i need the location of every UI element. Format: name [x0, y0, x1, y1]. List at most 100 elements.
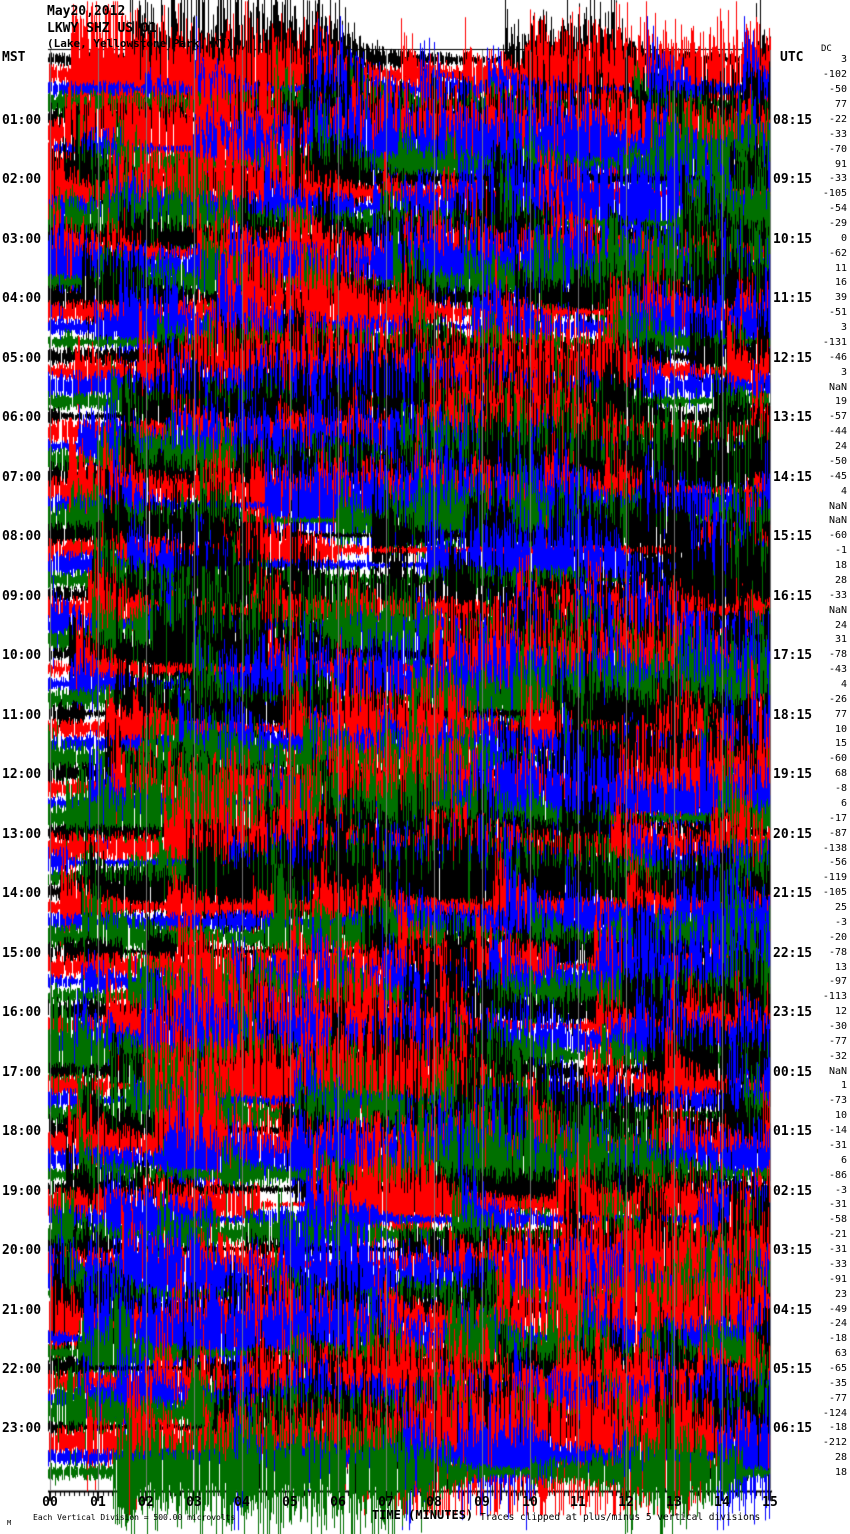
- mst-hour-label: 12:00: [2, 767, 42, 783]
- dc-offset-value: -33: [828, 1258, 847, 1270]
- utc-hour-label: 06:15: [773, 1421, 813, 1437]
- x-axis-tick-label: 03: [186, 1495, 202, 1510]
- dc-offset-value: -60: [828, 753, 847, 765]
- dc-offset-value: 39: [834, 292, 847, 304]
- mst-hour-label: 21:00: [2, 1302, 42, 1318]
- dc-offset-value: -30: [828, 1021, 847, 1032]
- utc-hour-label: 19:15: [773, 767, 813, 783]
- dc-offset-value: 10: [834, 723, 847, 735]
- dc-offset-value: -86: [828, 1169, 847, 1181]
- dc-offset-value: -33: [828, 128, 847, 140]
- dc-offset-value: 68: [834, 768, 847, 780]
- mst-hour-label: 22:00: [2, 1362, 42, 1377]
- dc-offset-value: -3: [834, 916, 847, 928]
- x-axis-tick-label: 01: [90, 1495, 106, 1510]
- dc-offset-value: -33: [828, 589, 847, 601]
- utc-hour-label: 23:15: [773, 1005, 813, 1021]
- mst-hour-label: 23:00: [2, 1421, 42, 1437]
- dc-offset-value: -77: [828, 1035, 847, 1047]
- dc-offset-value: -54: [828, 203, 847, 215]
- mst-hour-label: 18:00: [2, 1124, 42, 1139]
- x-axis-tick-label: 15: [762, 1495, 778, 1510]
- dc-offset-value: -102: [822, 69, 847, 81]
- x-axis-tick-label: 12: [618, 1495, 634, 1510]
- dc-offset-value: 63: [834, 1348, 847, 1360]
- mst-hour-label: 11:00: [2, 707, 42, 723]
- dc-offset-value: 18: [834, 1467, 847, 1478]
- dc-offset-value: 91: [834, 158, 847, 170]
- mst-hour-label: 03:00: [2, 231, 42, 247]
- dc-offset-value: -21: [828, 1229, 847, 1241]
- dc-offset-value: -3: [834, 1184, 847, 1196]
- mst-hour-label: 16:00: [2, 1005, 42, 1021]
- dc-offset-value: -105: [822, 188, 847, 200]
- dc-offset-value: -24: [828, 1318, 847, 1330]
- mst-hour-label: 17:00: [2, 1064, 42, 1080]
- location-label: (Lake, Yellowstone Park, WY): [47, 37, 233, 50]
- dc-offset-value: 16: [834, 277, 847, 289]
- dc-offset-value: NaN: [828, 381, 847, 393]
- corner-mark: M: [7, 1519, 12, 1527]
- dc-offset-value: -57: [828, 411, 847, 423]
- utc-hour-label: 18:15: [773, 707, 813, 723]
- utc-hour-label: 16:15: [773, 588, 813, 604]
- dc-offset-value: 1: [840, 1080, 847, 1092]
- dc-offset-value: 6: [840, 1154, 847, 1166]
- dc-offset-value: 3: [840, 54, 847, 66]
- utc-hour-label: 08:15: [773, 112, 813, 128]
- dc-offset-value: -65: [828, 1363, 847, 1374]
- utc-hour-label: 14:15: [773, 469, 813, 485]
- dc-offset-value: 28: [834, 1452, 847, 1464]
- dc-offset-value: -58: [828, 1214, 847, 1226]
- utc-hour-label: 03:15: [773, 1243, 813, 1258]
- dc-offset-value: -124: [822, 1407, 847, 1419]
- utc-hour-label: 11:15: [773, 291, 813, 307]
- dc-offset-value: 4: [840, 485, 847, 497]
- dc-offset-value: 77: [834, 708, 847, 720]
- utc-hour-label: 10:15: [773, 231, 813, 247]
- dc-offset-value: -105: [822, 887, 847, 899]
- dc-offset-value: 6: [840, 797, 847, 809]
- utc-hour-label: 17:15: [773, 648, 813, 664]
- mst-hour-label: 07:00: [2, 469, 42, 485]
- x-axis-tick-label: 02: [138, 1495, 154, 1510]
- dc-offset-value: -46: [828, 351, 847, 363]
- date-label: May20,2012: [47, 4, 126, 19]
- dc-offset-value: NaN: [828, 604, 847, 616]
- dc-offset-value: -45: [828, 470, 847, 482]
- utc-hour-label: 09:15: [773, 172, 813, 188]
- dc-offset-value: 3: [840, 366, 847, 378]
- right-timezone-label: UTC: [780, 50, 804, 65]
- dc-offset-value: -50: [828, 455, 847, 467]
- dc-offset-value: -212: [822, 1437, 847, 1449]
- mst-hour-label: 02:00: [2, 172, 42, 188]
- mst-hour-label: 19:00: [2, 1183, 42, 1199]
- dc-offset-value: NaN: [828, 1065, 847, 1077]
- dc-offset-value: -29: [828, 218, 847, 229]
- dc-offset-value: -22: [828, 113, 847, 125]
- dc-offset-value: 19: [834, 396, 847, 408]
- dc-offset-value: 28: [834, 574, 847, 586]
- x-axis-tick-label: 11: [570, 1495, 586, 1510]
- mst-hour-label: 14:00: [2, 886, 42, 902]
- dc-offset-value: -60: [828, 530, 847, 542]
- dc-offset-value: 3: [840, 322, 847, 334]
- dc-offset-value: -113: [822, 991, 847, 1003]
- dc-offset-value: 18: [834, 560, 847, 571]
- dc-offset-value: -119: [822, 872, 847, 884]
- utc-hour-label: 12:15: [773, 350, 813, 366]
- dc-offset-value: -56: [828, 857, 847, 869]
- dc-offset-value: 24: [834, 619, 847, 631]
- mst-hour-label: 06:00: [2, 410, 42, 426]
- dc-offset-value: -87: [828, 827, 847, 839]
- utc-hour-label: 20:15: [773, 826, 813, 842]
- x-axis-tick-label: 00: [42, 1495, 58, 1510]
- dc-offset-value: -18: [828, 1422, 847, 1434]
- clipping-note: Traces clipped at plus/minus 5 vertical …: [480, 1512, 761, 1523]
- dc-offset-value: -51: [828, 307, 847, 319]
- dc-offset-value: -50: [828, 84, 847, 96]
- utc-hour-label: 00:15: [773, 1064, 813, 1080]
- mst-hour-label: 01:00: [2, 112, 42, 128]
- utc-hour-label: 01:15: [773, 1124, 813, 1139]
- mst-hour-label: 09:00: [2, 588, 42, 604]
